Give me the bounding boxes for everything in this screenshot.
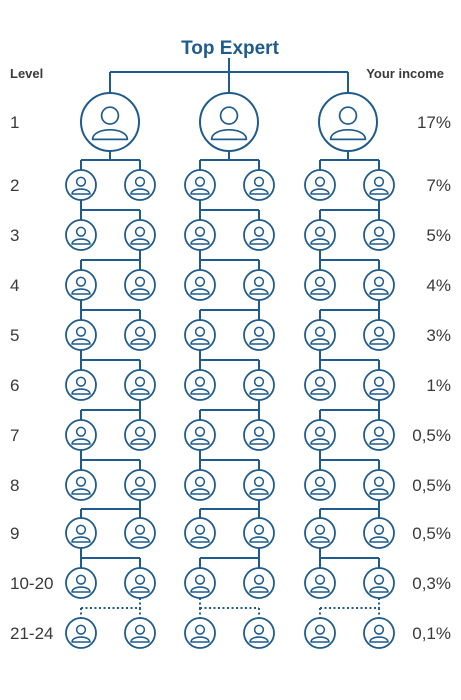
person-icon (184, 419, 216, 451)
income-percent-label: 17% (417, 113, 451, 132)
person-icon (65, 517, 97, 549)
person-icon (363, 567, 395, 599)
person-icon (243, 319, 275, 351)
person-icon (363, 269, 395, 301)
level-label: 1 (10, 113, 19, 132)
row-labels: 1 17% 2 7% 3 5% 4 4% 5 3% 6 1% 7 0,5% 8 0,5% 9 0,5% 10-20 0… (10, 113, 451, 643)
level-label: 9 (10, 524, 19, 543)
person-icon (184, 617, 216, 649)
level-label: 3 (10, 226, 19, 245)
income-column-header: Your income (366, 66, 444, 81)
person-icon (65, 419, 97, 451)
person-icon (363, 219, 395, 251)
person-icon (124, 219, 156, 251)
person-icon (243, 269, 275, 301)
person-icon (304, 567, 336, 599)
person-icon (304, 169, 336, 201)
income-percent-label: 7% (426, 176, 451, 195)
top-expert-person-icon (199, 92, 259, 152)
person-icon (304, 419, 336, 451)
person-icon (243, 517, 275, 549)
person-icon (363, 319, 395, 351)
person-icon (65, 567, 97, 599)
person-icon (304, 369, 336, 401)
person-icon (124, 617, 156, 649)
person-icon (65, 269, 97, 301)
income-percent-label: 0,5% (412, 524, 451, 543)
person-icon (304, 517, 336, 549)
person-icon (65, 219, 97, 251)
income-percent-label: 0,1% (412, 624, 451, 643)
person-icon (124, 369, 156, 401)
income-percent-label: 0,5% (412, 426, 451, 445)
level-column-header: Level (10, 66, 43, 81)
connector-lines (80, 58, 380, 618)
person-icon (243, 369, 275, 401)
person-icon (184, 319, 216, 351)
income-percent-label: 3% (426, 326, 451, 345)
person-icon (124, 567, 156, 599)
level-label: 5 (10, 326, 19, 345)
top-expert-person-icon (318, 92, 378, 152)
person-icon (243, 169, 275, 201)
person-icon (184, 219, 216, 251)
person-icon (65, 617, 97, 649)
diagram-title: Top Expert (181, 38, 279, 59)
person-icon (304, 269, 336, 301)
person-icon (65, 319, 97, 351)
person-icon (124, 319, 156, 351)
person-icon (363, 169, 395, 201)
person-icon (243, 219, 275, 251)
person-icon (304, 319, 336, 351)
person-icon (243, 567, 275, 599)
person-icon (363, 617, 395, 649)
person-icon (184, 469, 216, 501)
person-icon (124, 169, 156, 201)
person-icon (243, 469, 275, 501)
person-icon (243, 419, 275, 451)
person-icon (243, 617, 275, 649)
person-icon (304, 617, 336, 649)
income-percent-label: 5% (426, 226, 451, 245)
person-icon (65, 469, 97, 501)
person-icon (65, 169, 97, 201)
income-percent-label: 0,3% (412, 574, 451, 593)
level-label: 6 (10, 376, 19, 395)
person-icon (184, 517, 216, 549)
income-percent-label: 4% (426, 276, 451, 295)
income-percent-label: 0,5% (412, 476, 451, 495)
level-label: 8 (10, 476, 19, 495)
person-icon (184, 169, 216, 201)
person-icon (363, 469, 395, 501)
top-expert-person-icon (80, 92, 140, 152)
person-icon (363, 419, 395, 451)
person-nodes (65, 92, 395, 649)
person-icon (363, 369, 395, 401)
person-icon (184, 269, 216, 301)
level-label: 2 (10, 176, 19, 195)
income-percent-label: 1% (426, 376, 451, 395)
person-icon (304, 469, 336, 501)
person-icon (124, 269, 156, 301)
person-icon (184, 567, 216, 599)
person-icon (65, 369, 97, 401)
level-label: 7 (10, 426, 19, 445)
person-icon (124, 517, 156, 549)
person-icon (363, 517, 395, 549)
level-label: 4 (10, 276, 19, 295)
person-icon (124, 419, 156, 451)
person-icon (184, 369, 216, 401)
person-icon (124, 469, 156, 501)
person-icon (304, 219, 336, 251)
level-label: 21-24 (10, 624, 53, 643)
level-label: 10-20 (10, 574, 53, 593)
